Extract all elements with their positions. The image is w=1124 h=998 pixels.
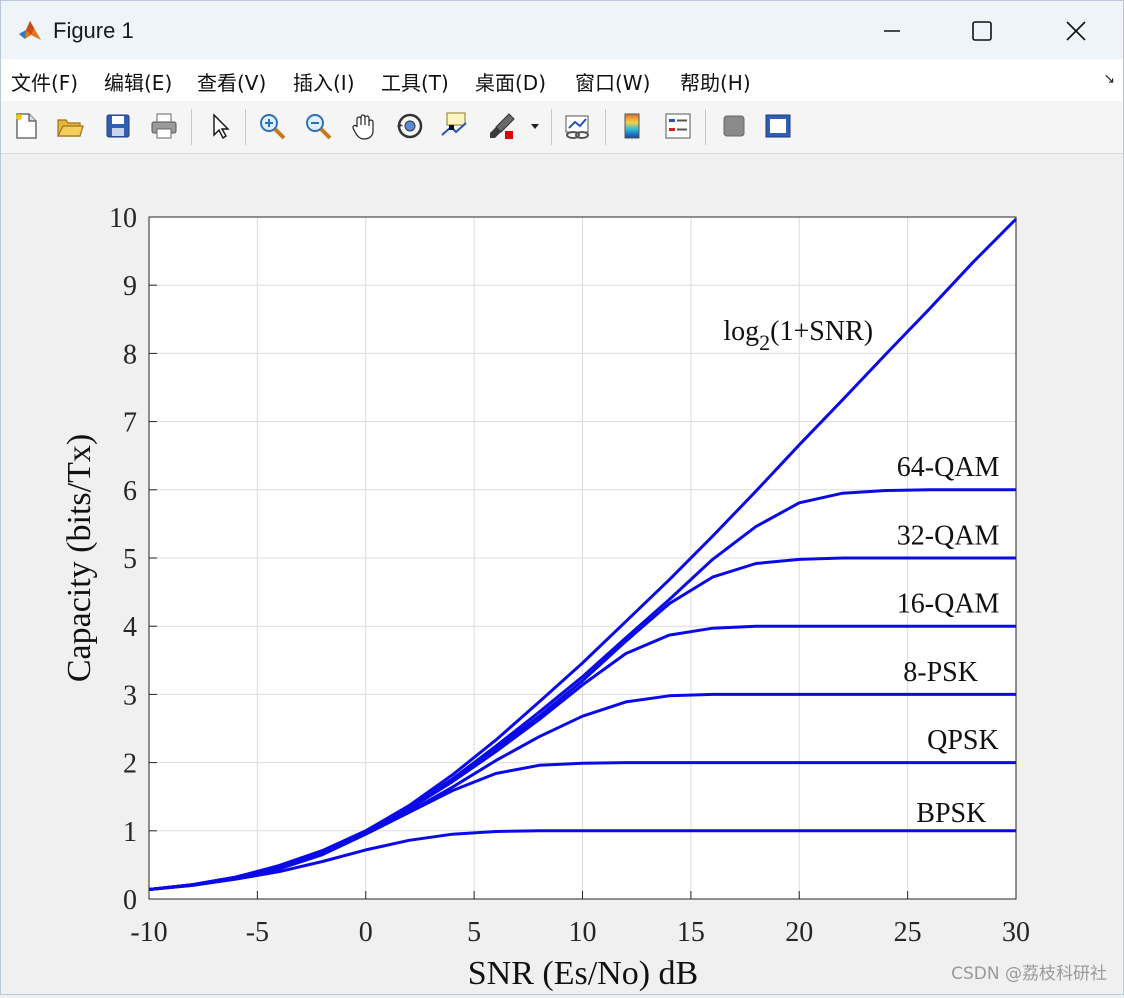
colorbar-button[interactable] (615, 109, 649, 143)
title-bar[interactable]: Figure 1 (1, 1, 1123, 59)
x-tick-label: -5 (246, 917, 269, 948)
y-axis-label: Capacity (bits/Tx) (61, 434, 98, 682)
save-button[interactable] (101, 109, 135, 143)
pan-button[interactable] (347, 109, 381, 143)
brush-icon (490, 113, 515, 139)
rotate-3d-button[interactable] (393, 109, 427, 143)
menu-file[interactable]: 文件(F) (11, 71, 79, 95)
maximize-icon (972, 21, 992, 41)
menu-insert[interactable]: 插入(I) (293, 71, 355, 95)
minimize-icon (884, 30, 900, 32)
link-plot-button[interactable] (561, 109, 595, 143)
brush-button[interactable] (485, 109, 519, 143)
chevron-down-icon (531, 124, 539, 129)
minimize-button[interactable] (869, 11, 915, 51)
series-labels: 64-QAM 32-QAM 16-QAM 8-PSK QPSK BPSK log2(1+SN… (723, 316, 999, 829)
open-file-icon (57, 119, 84, 137)
hide-plot-tools-icon (723, 115, 745, 137)
show-plot-tools-button[interactable] (761, 109, 795, 143)
print-icon (151, 113, 177, 139)
figure-canvas[interactable]: -10 -5 0 5 10 15 20 25 30 0 1 2 3 4 5 6 7 8 9 10 64-QAM 32-Q… (1, 154, 1123, 994)
plot-lines (148, 217, 1018, 891)
y-tick-label: 8 (123, 339, 137, 370)
menu-tools[interactable]: 工具(T) (381, 71, 449, 95)
link-plot-icon (565, 115, 589, 139)
pointer-button[interactable] (203, 109, 237, 143)
menu-bar: 文件(F) 编辑(E) 查看(V) 插入(I) 工具(T) 桌面(D) 窗口(W… (1, 59, 1123, 101)
series-label-32-qam: 32-QAM (897, 520, 1000, 551)
series-label-qpsk: QPSK (927, 725, 999, 756)
zoom-out-button[interactable] (301, 109, 335, 143)
rotate-3d-icon (397, 113, 423, 139)
hide-plot-tools-button[interactable] (717, 109, 751, 143)
series-line-qpsk (148, 761, 1016, 891)
series-label-shannon: log2(1+SNR) (723, 316, 873, 355)
save-icon (106, 114, 130, 138)
y-tick-label: 4 (123, 612, 137, 643)
x-tick-label: 10 (569, 917, 597, 948)
x-tick-label: 30 (1002, 917, 1030, 948)
y-tick-label: 9 (123, 271, 137, 302)
series-label-bpsk: BPSK (916, 798, 986, 829)
axis-ticks: -10 -5 0 5 10 15 20 25 30 0 1 2 3 4 5 6 7 8 9 10 (109, 203, 1030, 948)
series-label-64-qam: 64-QAM (897, 452, 1000, 483)
pointer-icon (213, 113, 230, 140)
new-figure-button[interactable] (9, 109, 43, 143)
toolbar-separator (605, 109, 606, 145)
menu-window[interactable]: 窗口(W) (575, 71, 651, 95)
menu-edit[interactable]: 编辑(E) (104, 71, 173, 95)
series-line-8-psk (148, 692, 1016, 891)
window-title: Figure 1 (53, 18, 134, 43)
watermark-text: CSDN @荔枝科研社 (951, 964, 1107, 984)
toolbar-separator (191, 109, 192, 145)
series-line-bpsk (148, 829, 1016, 891)
close-icon (1066, 21, 1086, 41)
x-tick-label: 5 (467, 917, 481, 948)
zoom-in-icon (260, 114, 286, 140)
legend-icon (665, 113, 691, 139)
brush-dropdown[interactable] (525, 109, 545, 143)
legend-button[interactable] (661, 109, 695, 143)
x-tick-label: 20 (785, 917, 813, 948)
colorbar-icon (624, 113, 640, 139)
show-plot-tools-icon (765, 114, 791, 138)
zoom-out-icon (306, 114, 332, 140)
pan-hand-icon (352, 114, 374, 140)
y-tick-label: 1 (123, 817, 137, 848)
new-figure-icon (16, 113, 37, 139)
x-tick-label: 0 (359, 917, 373, 948)
x-tick-label: 25 (894, 917, 922, 948)
x-axis-label: SNR (Es/No) dB (468, 955, 698, 992)
close-button[interactable] (1053, 11, 1099, 51)
print-button[interactable] (147, 109, 181, 143)
menu-desktop[interactable]: 桌面(D) (475, 71, 547, 95)
menu-help[interactable]: 帮助(H) (680, 71, 751, 95)
y-tick-label: 2 (123, 749, 137, 780)
series-label-8-psk: 8-PSK (903, 657, 978, 688)
figure-toolbar (1, 101, 1123, 154)
open-file-button[interactable] (53, 109, 87, 143)
y-tick-label: 10 (109, 203, 137, 234)
y-tick-label: 6 (123, 476, 137, 507)
menu-view[interactable]: 查看(V) (197, 71, 267, 95)
maximize-button[interactable] (959, 11, 1005, 51)
y-tick-label: 3 (123, 680, 137, 711)
data-cursor-icon (441, 112, 467, 136)
y-tick-label: 7 (123, 408, 137, 439)
capacity-plot[interactable]: -10 -5 0 5 10 15 20 25 30 0 1 2 3 4 5 6 7 8 9 10 64-QAM 32-Q… (1, 154, 1123, 994)
toolbar-separator (245, 109, 246, 145)
matlab-logo-icon (19, 21, 41, 40)
y-tick-label: 0 (123, 885, 137, 916)
x-tick-label: 15 (677, 917, 705, 948)
series-label-16-qam: 16-QAM (897, 589, 1000, 620)
y-tick-label: 5 (123, 544, 137, 575)
data-cursor-button[interactable] (437, 109, 471, 143)
x-tick-label: -10 (130, 917, 167, 948)
toolbar-separator (705, 109, 706, 145)
zoom-in-button[interactable] (255, 109, 289, 143)
dock-arrow-icon[interactable]: ↘ (1103, 71, 1115, 87)
toolbar-separator (551, 109, 552, 145)
